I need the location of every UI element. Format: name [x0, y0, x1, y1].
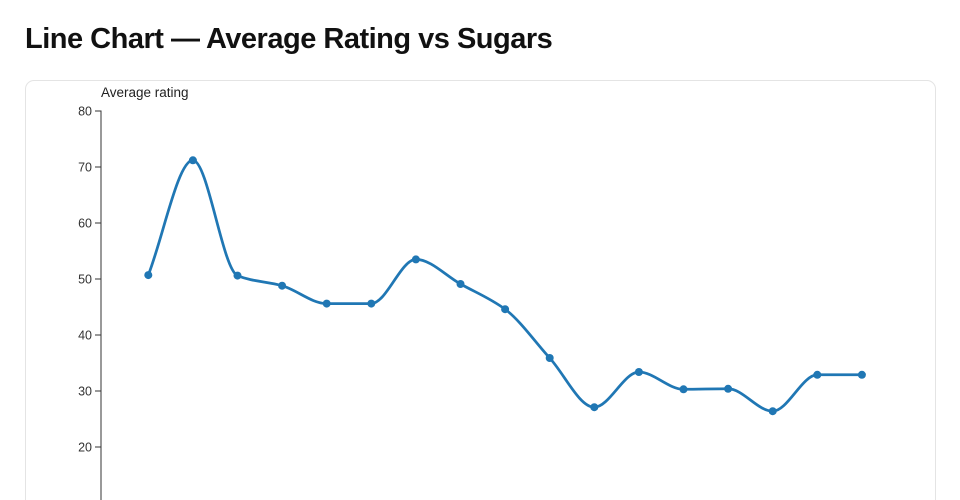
data-point — [278, 281, 287, 290]
data-point — [188, 156, 197, 165]
data-point — [144, 271, 153, 280]
data-point — [634, 368, 643, 376]
y-tick-label: 50 — [78, 273, 92, 287]
y-tick-label: 40 — [78, 329, 92, 343]
data-point — [679, 385, 688, 394]
data-point — [857, 370, 866, 379]
page-title: Line Chart — Average Rating vs Sugars — [25, 23, 553, 55]
line-chart-svg: Average rating 80 70 60 50 40 30 20 — [78, 85, 866, 500]
y-tick-label: 60 — [78, 217, 92, 231]
y-axis-line — [95, 110, 102, 500]
y-tick-label: 80 — [78, 105, 92, 119]
data-point — [768, 407, 777, 416]
chart-card: Average rating 80 70 60 50 40 30 20 — [25, 80, 936, 500]
y-tick-label: 30 — [78, 385, 92, 399]
data-point — [233, 271, 242, 280]
data-point — [411, 255, 420, 264]
y-axis-label: Average rating — [101, 85, 189, 100]
data-point — [322, 299, 331, 308]
data-point — [367, 299, 376, 308]
y-tick-label: 70 — [78, 161, 92, 175]
data-point — [501, 305, 510, 314]
line-series — [146, 158, 864, 413]
data-point — [590, 403, 599, 412]
data-point — [456, 280, 465, 288]
y-tick-label: 20 — [78, 441, 92, 455]
data-point — [545, 354, 554, 362]
data-point — [813, 370, 822, 379]
data-point — [724, 384, 733, 393]
